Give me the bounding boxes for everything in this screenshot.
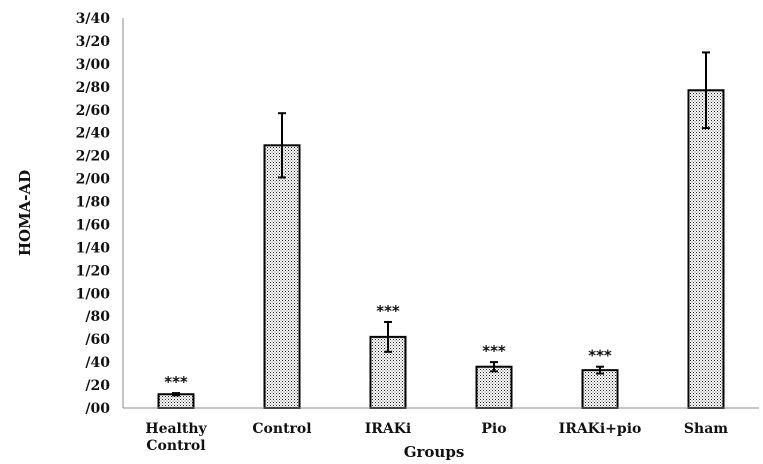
y-tick-label: 1/20 — [76, 263, 111, 279]
y-tick-label: 2/60 — [76, 103, 111, 119]
y-tick-label: 3/20 — [76, 34, 111, 50]
y-tick-label: 3/40 — [76, 11, 111, 27]
bars — [157, 89, 725, 410]
bar — [581, 369, 619, 410]
x-category-label: IRAKi+pio — [559, 421, 642, 437]
bar — [475, 365, 513, 409]
significance-marker: *** — [164, 373, 188, 391]
error-bar — [596, 365, 604, 375]
error-bar — [490, 361, 498, 373]
y-tick-label: 1/00 — [76, 286, 111, 302]
error-bar — [702, 51, 710, 130]
y-tick-label: 1/40 — [76, 240, 111, 256]
x-category-label: Control — [252, 421, 311, 437]
x-category-label: Pio — [481, 421, 506, 437]
y-axis-title: HOMA-AD — [16, 170, 34, 256]
y-tick-label: 2/20 — [76, 149, 111, 165]
y-tick-label: 2/40 — [76, 126, 111, 142]
y-tick-label: 2/00 — [76, 172, 111, 188]
error-bar — [278, 112, 286, 179]
x-category-label: Healthy — [145, 421, 207, 437]
y-tick-label: 1/80 — [76, 195, 111, 211]
error-bar — [172, 392, 180, 397]
y-tick-label: 2/80 — [76, 80, 111, 96]
significance-marker: *** — [482, 342, 506, 360]
y-tick-label: /20 — [85, 378, 110, 394]
error-bar — [384, 320, 392, 353]
significance-marker: *** — [376, 302, 400, 320]
x-category-label: Sham — [684, 421, 728, 437]
y-tick-label: /00 — [85, 401, 110, 417]
y-tick-label: 1/60 — [76, 217, 111, 233]
bar — [263, 144, 301, 410]
y-axis-ticks: /00/20/40/60/80 1/00 1/20 1/40 1/60 1/80 2/00 2… — [76, 11, 111, 417]
x-category-label: IRAKi — [365, 421, 412, 437]
y-tick-label: /40 — [85, 355, 110, 371]
y-tick-label: /60 — [85, 332, 110, 348]
y-tick-label: /80 — [85, 309, 110, 325]
y-tick-label: 3/00 — [76, 57, 111, 73]
significance-annotations: *** *** *** *** — [164, 302, 612, 391]
significance-marker: *** — [588, 347, 612, 365]
x-axis-title: Groups — [404, 443, 465, 461]
bar — [687, 89, 725, 409]
error-bars — [172, 51, 710, 397]
x-category-label: Control — [146, 438, 205, 454]
